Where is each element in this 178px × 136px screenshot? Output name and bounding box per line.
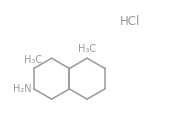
Text: H₃C: H₃C <box>24 55 42 64</box>
Text: H₃C: H₃C <box>78 44 96 54</box>
Text: HCl: HCl <box>120 15 140 28</box>
Text: H₂N: H₂N <box>13 84 31 94</box>
